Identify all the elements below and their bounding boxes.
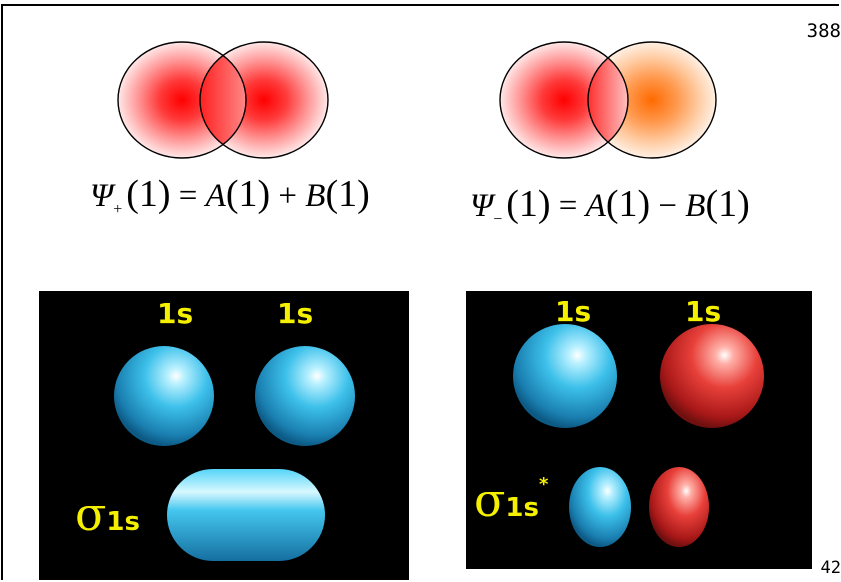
- bonding-orbital-panel: 1s 1s σ1s: [39, 291, 409, 580]
- equation-psi-plus: Ψ+ (1) = A(1) + B(1): [90, 173, 370, 218]
- orbital-sphere-right: [255, 346, 355, 446]
- sigma-star-1s-label: σ1s*: [474, 473, 549, 527]
- sigma-star-lobe-red: [649, 467, 709, 547]
- sigma-star-lobe-blue: [569, 467, 631, 547]
- antibonding-orbital-shapes: [513, 324, 764, 547]
- page-number-top: 388: [806, 20, 841, 42]
- bonding-orbital-shapes: [114, 346, 355, 561]
- bonding-density-diagram: [117, 41, 329, 159]
- equation-psi-minus: Ψ− (1) = A(1) − B(1): [470, 183, 750, 228]
- sigma-1s-label: σ1s: [75, 487, 140, 541]
- orbital-label-1s-left: 1s: [157, 297, 194, 330]
- overlap-region: [200, 42, 246, 158]
- page-number-bottom: 42: [820, 558, 841, 578]
- orbital-sphere-blue: [513, 324, 617, 428]
- orbital-sphere-left: [114, 346, 214, 446]
- slide-frame: [1, 4, 839, 580]
- antibonding-orbital-panel: 1s 1s σ1s*: [466, 291, 812, 569]
- orbital-label-1s-left: 1s: [555, 295, 592, 328]
- antibonding-density-diagram: [499, 41, 717, 159]
- orbital-label-1s-right: 1s: [277, 297, 314, 330]
- orbital-sphere-red: [660, 324, 764, 428]
- orbital-label-1s-right: 1s: [685, 295, 722, 328]
- sigma-orbital-shape: [167, 469, 325, 561]
